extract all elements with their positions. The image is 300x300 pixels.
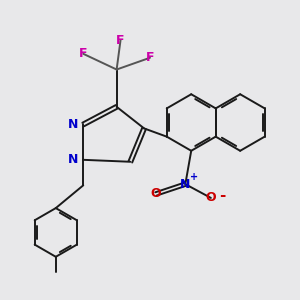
- Text: O: O: [151, 188, 161, 200]
- Text: +: +: [190, 172, 198, 182]
- Text: N: N: [180, 178, 190, 191]
- Text: N: N: [68, 153, 79, 166]
- Text: N: N: [68, 118, 79, 131]
- Text: F: F: [116, 34, 125, 46]
- Text: F: F: [79, 47, 88, 60]
- Text: O: O: [206, 191, 216, 204]
- Text: F: F: [146, 51, 154, 64]
- Text: -: -: [219, 188, 225, 203]
